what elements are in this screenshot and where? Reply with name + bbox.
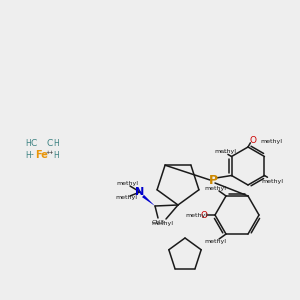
Text: H: H (53, 151, 59, 160)
Text: methyl: methyl (115, 196, 137, 200)
Text: methyl: methyl (223, 152, 228, 153)
Text: methyl: methyl (204, 186, 226, 191)
Text: methyl: methyl (262, 178, 284, 184)
Text: methyl: methyl (214, 148, 236, 154)
Text: O: O (250, 136, 256, 145)
Text: ++: ++ (46, 151, 54, 155)
Text: P: P (208, 173, 217, 187)
Text: methyl: methyl (260, 139, 282, 144)
Text: C: C (31, 140, 37, 148)
Text: H: H (25, 151, 31, 160)
Text: -: - (31, 151, 33, 160)
Text: methyl: methyl (151, 221, 173, 226)
Text: methyl: methyl (204, 238, 226, 244)
Text: H: H (25, 140, 31, 148)
Text: O: O (200, 211, 208, 220)
Text: methyl: methyl (185, 212, 207, 217)
Text: CH3: CH3 (152, 220, 165, 226)
Text: N: N (135, 187, 145, 197)
Text: C: C (47, 140, 53, 148)
Text: Fe: Fe (36, 150, 48, 160)
Polygon shape (142, 195, 155, 206)
Text: methyl: methyl (116, 181, 138, 185)
Text: H: H (53, 140, 59, 148)
